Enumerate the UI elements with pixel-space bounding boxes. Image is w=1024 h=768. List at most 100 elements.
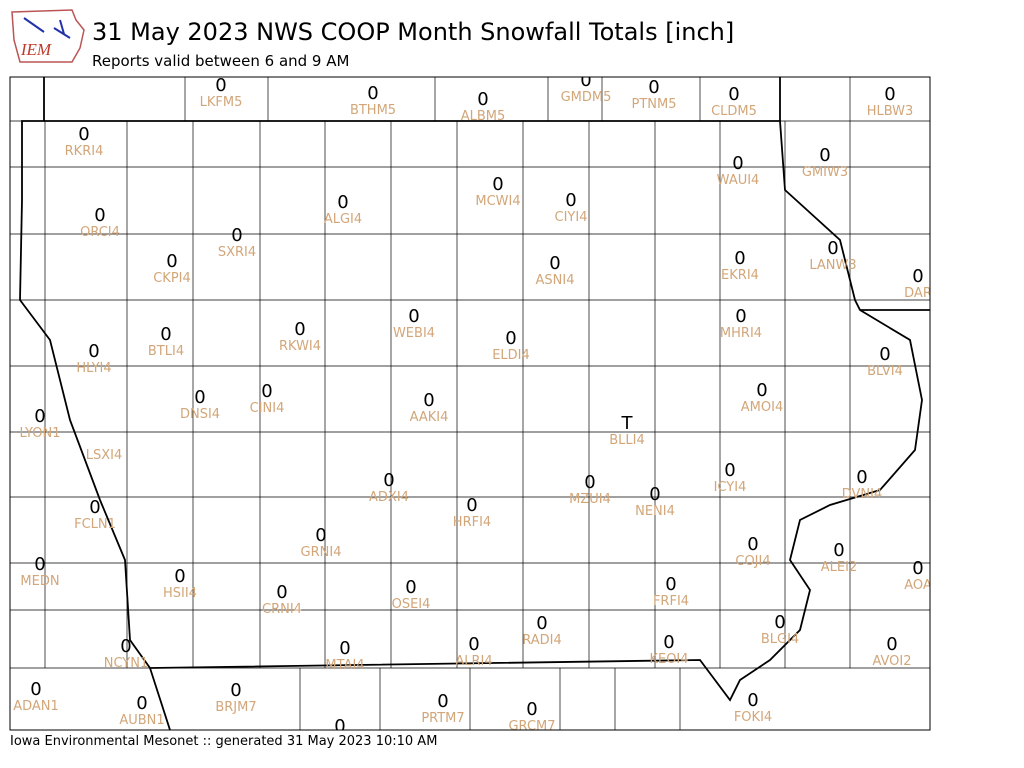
title: 31 May 2023 NWS COOP Month Snowfall Tota…	[92, 18, 734, 46]
station-id: MHRI4	[720, 326, 762, 341]
station-id: FOKI4	[734, 710, 772, 725]
station-id: DAR	[904, 286, 932, 301]
station-id: ALBM5	[461, 109, 506, 124]
station-id: BLVI4	[867, 364, 903, 379]
station-value: 0	[194, 387, 205, 408]
station-id: HLBW3	[867, 104, 914, 119]
map-frame	[9, 76, 931, 731]
station-id: AVOI2	[872, 654, 911, 669]
station-value: 0	[526, 699, 537, 720]
station-id: RKRI4	[65, 144, 104, 159]
station-id: HSII4	[163, 586, 197, 601]
station-value: 0	[136, 693, 147, 714]
station-value: 0	[734, 248, 745, 269]
station-id: KEOI4	[649, 652, 688, 667]
station-value: 0	[160, 324, 171, 345]
state-border	[19, 120, 923, 702]
station-id: ORCI4	[80, 225, 120, 240]
station-id: ALEI2	[821, 560, 857, 575]
station-value: 0	[437, 691, 448, 712]
station-value: 0	[648, 77, 659, 98]
station-value: 0	[34, 406, 45, 427]
station-id: ELDI4	[492, 348, 530, 363]
station-id: LKFM5	[200, 95, 243, 110]
station-value: 0	[166, 251, 177, 272]
station-value: 0	[88, 341, 99, 362]
station: 0	[334, 716, 345, 737]
station-id: BLLI4	[609, 433, 645, 448]
station-value: 0	[30, 679, 41, 700]
station-value: 0	[827, 238, 838, 259]
station-value: 0	[912, 266, 923, 287]
station-value: 0	[334, 716, 345, 737]
station-value: 0	[468, 634, 479, 655]
station-id: COJI4	[735, 554, 770, 569]
station-value: 0	[120, 636, 131, 657]
station-id: DVNI4	[842, 487, 883, 502]
station-value: 0	[261, 381, 272, 402]
station-id: FCLN1	[74, 517, 116, 532]
station-value: 0	[912, 558, 923, 579]
station-value: 0	[466, 495, 477, 516]
station-id: MCWI4	[475, 194, 520, 209]
station-value: 0	[756, 380, 767, 401]
station-id: LSXI4	[86, 448, 123, 463]
station-value: 0	[408, 306, 419, 327]
station-id: BTLI4	[148, 344, 184, 359]
station-value: 0	[735, 306, 746, 327]
station-value: 0	[34, 554, 45, 575]
station-value: 0	[549, 253, 560, 274]
station-id: SXRI4	[218, 245, 256, 260]
station-id: BTHM5	[350, 103, 396, 118]
station-value: 0	[565, 190, 576, 211]
station-value: 0	[536, 613, 547, 634]
station-value: 0	[505, 328, 516, 349]
station-id: MZUI4	[569, 492, 611, 507]
station-id: RADI4	[522, 633, 562, 648]
station-value: 0	[423, 390, 434, 411]
station-value: 0	[492, 174, 503, 195]
station-id: RKWI4	[279, 339, 321, 354]
station-id: LYON1	[20, 426, 61, 441]
station-id: ASNI4	[536, 273, 575, 288]
station-id: AMOI4	[741, 400, 783, 415]
station-id: ADAN1	[13, 699, 59, 714]
station-id: OSEI4	[392, 597, 431, 612]
footer: Iowa Environmental Mesonet :: generated …	[10, 734, 437, 749]
